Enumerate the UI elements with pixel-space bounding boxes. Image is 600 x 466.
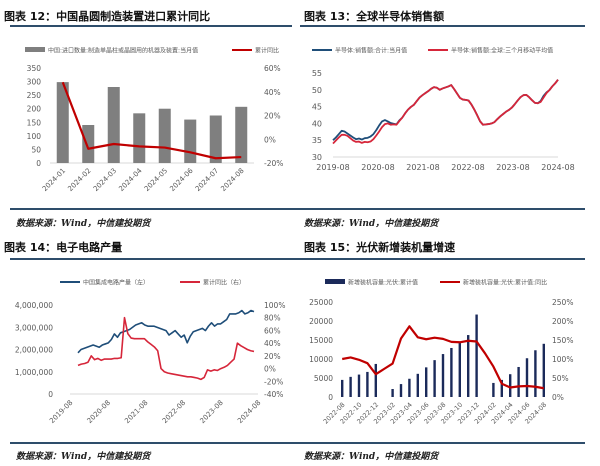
svg-text:2019-08: 2019-08 bbox=[48, 399, 74, 425]
svg-text:20%: 20% bbox=[264, 352, 281, 361]
svg-text:50: 50 bbox=[312, 86, 322, 95]
svg-text:-20%: -20% bbox=[264, 159, 283, 168]
title-divider bbox=[10, 258, 300, 260]
panel-chart-14: 图表 14：电子电路产量 中国集成电路产量（左） 累计同比（右） 0 1,000,00… bbox=[0, 230, 300, 466]
svg-text:150: 150 bbox=[27, 118, 42, 127]
source-divider bbox=[300, 442, 585, 444]
svg-text:50%: 50% bbox=[552, 374, 569, 383]
svg-text:半导体:销售额:合计:当月值: 半导体:销售额:合计:当月值 bbox=[335, 47, 407, 55]
title-divider bbox=[10, 25, 292, 27]
svg-text:100%: 100% bbox=[264, 301, 285, 310]
chart-12-source: 数据来源：Wind，中信建投期货 bbox=[16, 219, 151, 229]
source-divider bbox=[300, 208, 585, 210]
svg-text:300: 300 bbox=[27, 78, 42, 87]
chart-15-source: 数据来源：Wind，中信建投期货 bbox=[304, 452, 439, 462]
svg-text:200: 200 bbox=[27, 105, 42, 114]
svg-text:2020-08: 2020-08 bbox=[361, 163, 394, 172]
svg-text:2024-08: 2024-08 bbox=[236, 399, 262, 425]
svg-text:0%: 0% bbox=[264, 135, 276, 144]
svg-text:35: 35 bbox=[312, 136, 322, 145]
svg-text:55: 55 bbox=[312, 69, 322, 78]
svg-text:5000: 5000 bbox=[314, 374, 333, 383]
svg-text:45: 45 bbox=[312, 103, 322, 112]
svg-text:2024-06: 2024-06 bbox=[168, 166, 195, 193]
svg-text:0: 0 bbox=[328, 393, 333, 402]
panel-chart-12: 图表 12：中国晶圆制造装置进口累计同比 中国:进口数量:制造单晶柱或晶圆用的机… bbox=[0, 0, 300, 230]
svg-text:累计同比（右）: 累计同比（右） bbox=[203, 279, 245, 287]
svg-text:150%: 150% bbox=[552, 336, 573, 345]
svg-text:2022-08: 2022-08 bbox=[451, 163, 484, 172]
svg-text:1,000,000: 1,000,000 bbox=[15, 368, 53, 377]
source-divider bbox=[10, 208, 300, 210]
chart-14-plot: 中国集成电路产量（左） 累计同比（右） 0 1,000,000 2,000,000 3,0… bbox=[15, 279, 286, 426]
svg-text:2023-08: 2023-08 bbox=[198, 399, 224, 425]
chart-14-title: 图表 14：电子电路产量 bbox=[4, 241, 123, 254]
svg-text:-20%: -20% bbox=[264, 377, 283, 386]
svg-text:100%: 100% bbox=[552, 355, 573, 364]
svg-text:40: 40 bbox=[312, 119, 322, 128]
svg-text:2021-08: 2021-08 bbox=[123, 399, 149, 425]
svg-text:60%: 60% bbox=[264, 326, 281, 335]
svg-text:200%: 200% bbox=[552, 317, 573, 326]
chart-15-title: 图表 15：光伏新增装机量增速 bbox=[304, 241, 456, 254]
chart-15-plot: 新增装机容量:光伏:累计值 新增装机容量:光伏:累计值:同比 0 5000 10000 1… bbox=[309, 279, 573, 426]
svg-text:0: 0 bbox=[48, 390, 53, 399]
svg-text:2,000,000: 2,000,000 bbox=[15, 346, 53, 355]
svg-text:20%: 20% bbox=[264, 112, 281, 121]
svg-text:2024-02: 2024-02 bbox=[66, 167, 92, 193]
svg-text:2024-01: 2024-01 bbox=[41, 167, 67, 193]
svg-text:100: 100 bbox=[27, 132, 42, 141]
chart-14-source: 数据来源：Wind，中信建投期货 bbox=[16, 452, 151, 462]
svg-text:3,000,000: 3,000,000 bbox=[15, 323, 53, 332]
svg-text:0%: 0% bbox=[264, 365, 276, 374]
svg-text:半导体:销售额:全球:三个月移动平均值: 半导体:销售额:全球:三个月移动平均值 bbox=[451, 47, 553, 55]
svg-text:250: 250 bbox=[27, 91, 42, 100]
svg-text:30: 30 bbox=[312, 153, 322, 162]
svg-text:2021-08: 2021-08 bbox=[406, 163, 439, 172]
svg-text:25000: 25000 bbox=[309, 298, 333, 307]
title-divider bbox=[300, 25, 585, 27]
svg-text:40%: 40% bbox=[264, 88, 281, 97]
svg-text:2023-08: 2023-08 bbox=[496, 163, 529, 172]
svg-text:0: 0 bbox=[36, 159, 41, 168]
chart-12-plot: 中国:进口数量:制造单晶柱或晶圆用的机器及装置:当月值 累计同比 0 50 100 150… bbox=[25, 47, 283, 193]
svg-text:250%: 250% bbox=[552, 298, 573, 307]
svg-text:中国:进口数量:制造单晶柱或晶圆用的机器及装置:当月值: 中国:进口数量:制造单晶柱或晶圆用的机器及装置:当月值 bbox=[48, 47, 198, 55]
svg-text:60%: 60% bbox=[264, 64, 281, 73]
svg-text:2024-03: 2024-03 bbox=[92, 167, 118, 193]
svg-text:2020-08: 2020-08 bbox=[86, 399, 112, 425]
title-divider bbox=[300, 258, 585, 260]
svg-text:2024-08: 2024-08 bbox=[219, 167, 245, 193]
svg-text:-40%: -40% bbox=[264, 390, 283, 399]
svg-text:80%: 80% bbox=[264, 314, 281, 323]
chart-13-plot: 半导体:销售额:合计:当月值 半导体:销售额:全球:三个月移动平均值 30 35 40 4… bbox=[312, 47, 575, 173]
svg-text:40%: 40% bbox=[264, 339, 281, 348]
chart-13-source: 数据来源：Wind，中信建投期货 bbox=[304, 219, 439, 229]
source-divider bbox=[10, 442, 300, 444]
chart-13-title: 图表 13：全球半导体销售额 bbox=[304, 10, 445, 23]
chart-12-title: 图表 12：中国晶圆制造装置进口累计同比 bbox=[4, 10, 211, 23]
svg-text:2019-08: 2019-08 bbox=[316, 163, 349, 172]
panel-chart-15: 图表 15：光伏新增装机量增速 新增装机容量:光伏:累计值 新增装机容量:光伏:累… bbox=[300, 230, 600, 466]
svg-text:20000: 20000 bbox=[309, 317, 333, 326]
svg-text:0%: 0% bbox=[552, 393, 564, 402]
svg-text:50: 50 bbox=[31, 145, 41, 154]
svg-text:2022-08: 2022-08 bbox=[161, 399, 187, 425]
svg-text:2024-04: 2024-04 bbox=[117, 166, 144, 193]
svg-text:2024-08: 2024-08 bbox=[541, 163, 574, 172]
svg-text:10000: 10000 bbox=[309, 355, 333, 364]
svg-text:2024-05: 2024-05 bbox=[143, 167, 169, 193]
svg-text:2024-07: 2024-07 bbox=[194, 167, 220, 193]
panel-chart-13: 图表 13：全球半导体销售额 半导体:销售额:合计:当月值 半导体:销售额:全球:… bbox=[300, 0, 600, 230]
svg-text:15000: 15000 bbox=[309, 336, 333, 345]
svg-text:4,000,000: 4,000,000 bbox=[15, 301, 53, 310]
svg-text:累计同比: 累计同比 bbox=[255, 47, 279, 55]
svg-text:中国集成电路产量（左）: 中国集成电路产量（左） bbox=[83, 279, 149, 287]
svg-text:新增装机容量:光伏:累计值: 新增装机容量:光伏:累计值 bbox=[348, 279, 418, 287]
svg-text:350: 350 bbox=[27, 64, 42, 73]
svg-text:新增装机容量:光伏:累计值:同比: 新增装机容量:光伏:累计值:同比 bbox=[463, 279, 547, 287]
